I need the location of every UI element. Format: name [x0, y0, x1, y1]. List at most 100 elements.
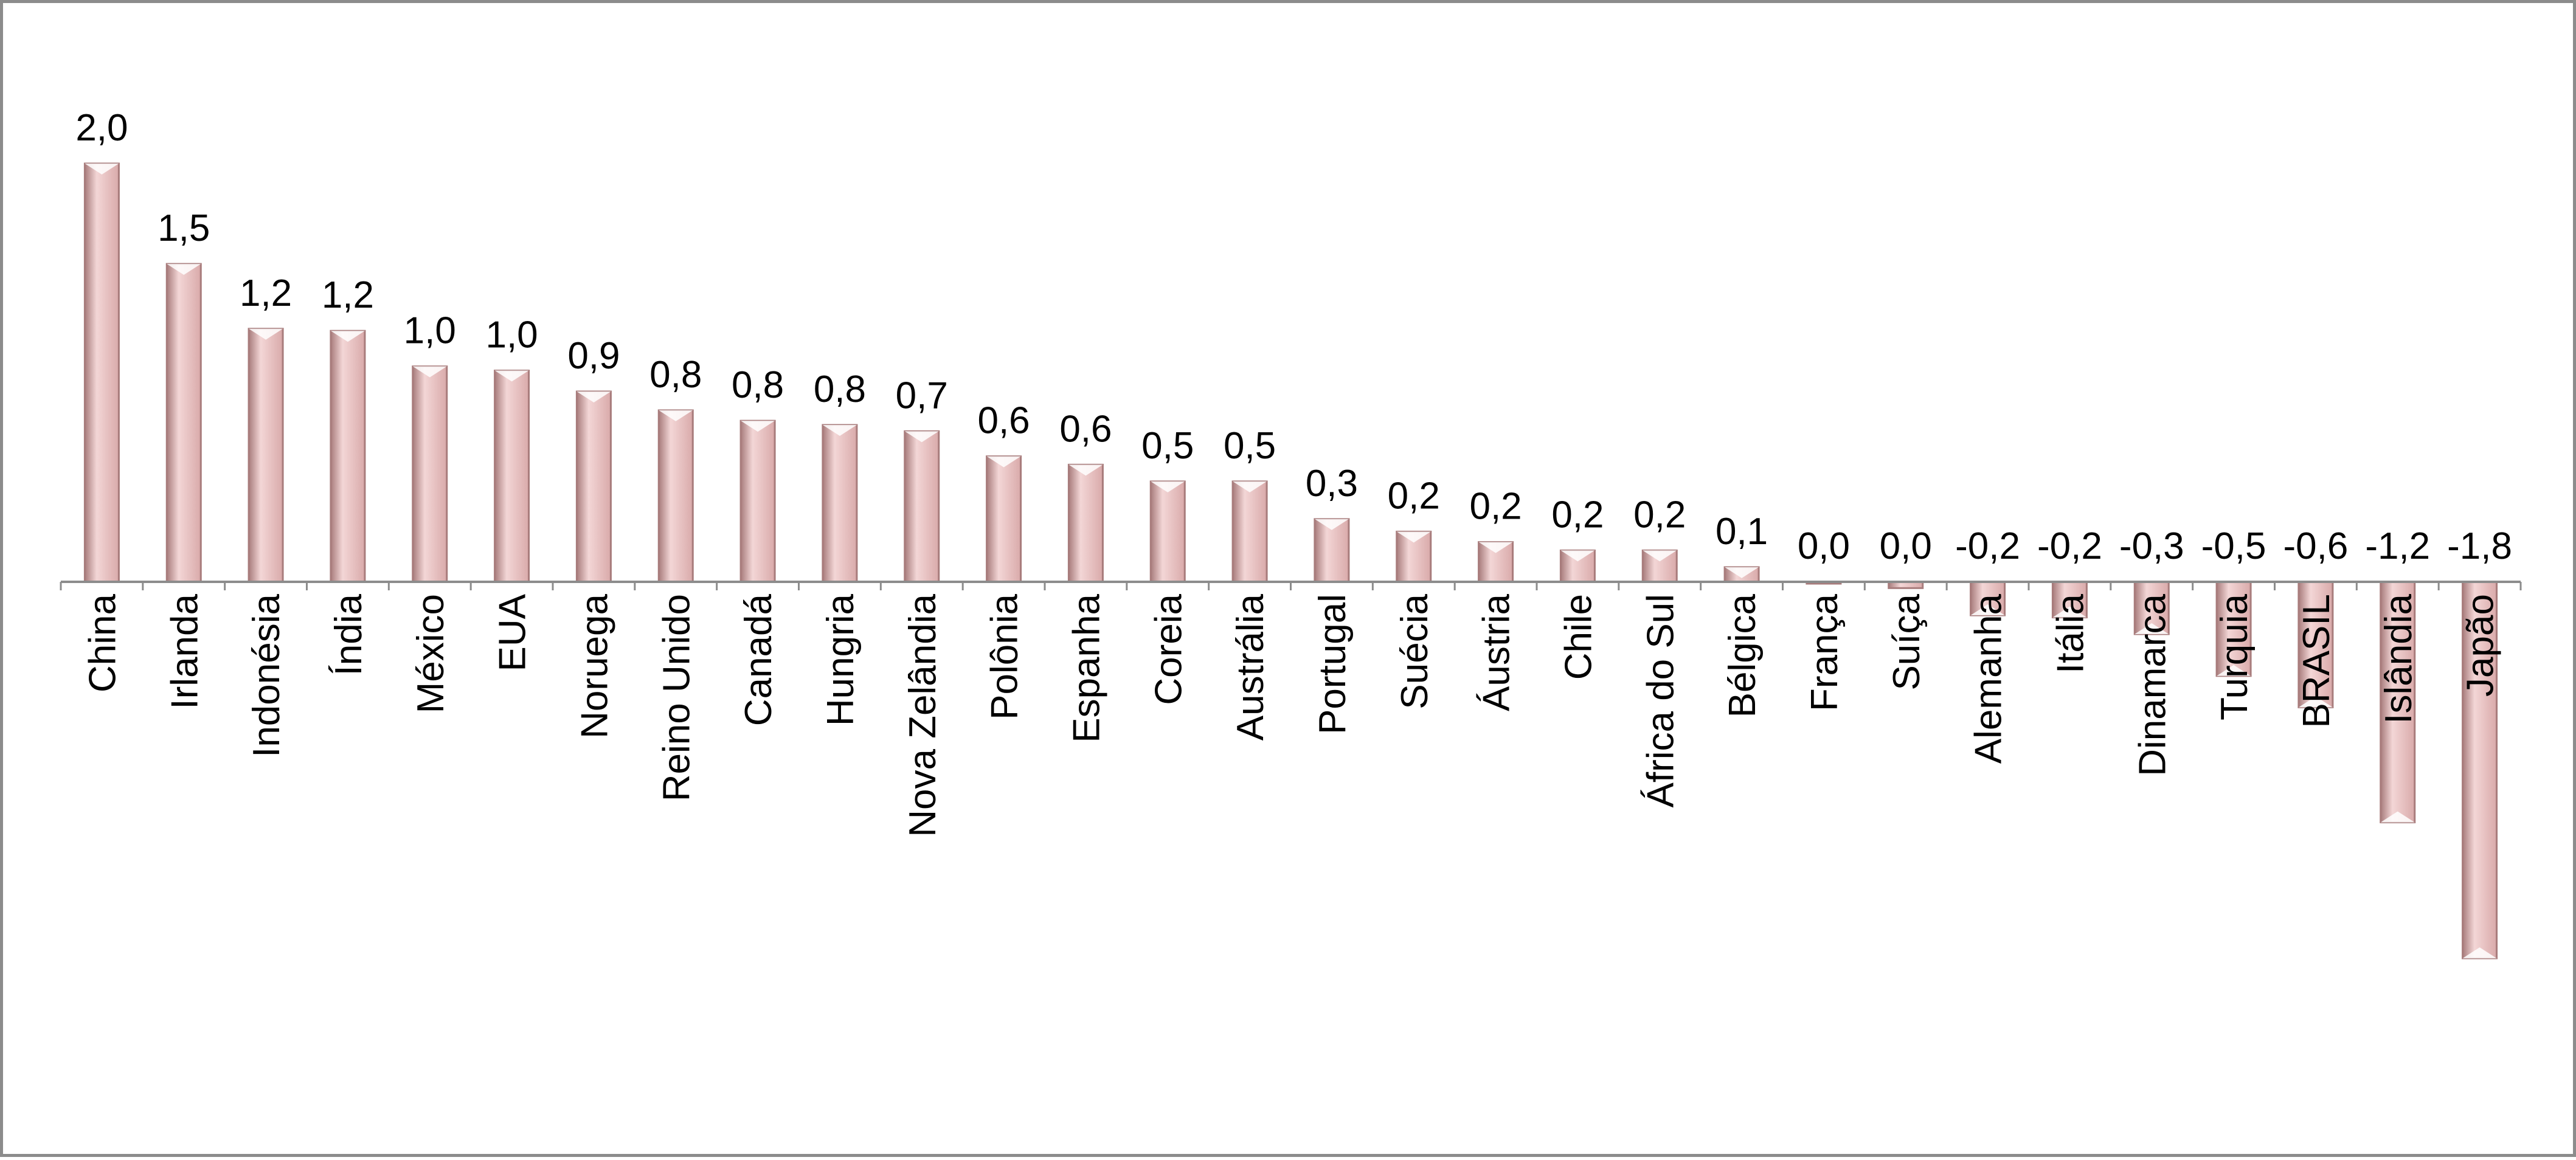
category-label: Áustria	[1476, 593, 1518, 711]
bar-cap	[2462, 947, 2497, 959]
category-label: China	[81, 593, 123, 692]
bar-canadá	[739, 419, 776, 583]
data-label: 0,5	[1224, 425, 1276, 467]
bar-cap	[904, 431, 939, 443]
bar-cap	[1314, 519, 1349, 530]
bar-cap	[576, 391, 611, 402]
category-label: Portugal	[1312, 594, 1354, 734]
category-label: Espanha	[1065, 593, 1107, 742]
data-label: -0,2	[2037, 525, 2102, 567]
data-label: 1,2	[322, 274, 374, 316]
category-label: Turquia	[2214, 593, 2256, 720]
category-label: Japão	[2460, 594, 2502, 697]
bar-cap	[659, 410, 693, 421]
data-labels: 2,0 1,5 1,2 1,2 1,0 1,0 0,9 0,8 0,8 0,8 0,7 0,6 0,6 0…	[75, 107, 2512, 567]
bar-índia	[330, 330, 366, 583]
bar-cap	[1068, 464, 1103, 476]
data-label: 1,5	[158, 207, 210, 249]
data-label: 0,5	[1141, 425, 1194, 467]
category-label: Dinamarca	[2131, 593, 2173, 776]
data-label: 0,8	[732, 364, 784, 406]
data-label: 2,0	[75, 107, 128, 149]
bar-polônia	[986, 455, 1022, 583]
category-label: Canadá	[738, 593, 780, 726]
bar-cap	[1396, 531, 1431, 543]
category-label: Irlanda	[164, 593, 206, 709]
bar-méxico	[412, 365, 448, 583]
bar-cap	[167, 264, 201, 275]
bar-reino-unido	[657, 409, 694, 583]
bar-austrália	[1231, 480, 1268, 583]
data-label: 0,2	[1633, 494, 1686, 536]
data-label: 1,0	[404, 310, 456, 352]
bar-noruega	[575, 390, 612, 583]
data-label: 0,3	[1306, 463, 1358, 505]
category-label: Polônia	[984, 593, 1026, 719]
data-label: 0,1	[1716, 511, 1768, 553]
data-label: 0,9	[567, 335, 620, 377]
data-label: 0,7	[896, 375, 948, 416]
data-label: 1,0	[485, 314, 538, 356]
data-label: -0,3	[2119, 525, 2184, 567]
data-label: 0,6	[1059, 408, 1112, 450]
bar-cap	[85, 164, 119, 174]
bar-cap	[1151, 481, 1185, 492]
data-label: -1,8	[2447, 525, 2512, 567]
data-label: 0,8	[814, 368, 866, 410]
bar-cap	[2380, 811, 2415, 823]
data-label: 0,8	[649, 354, 702, 396]
category-label: Alemanha	[1968, 593, 2010, 764]
bar-irlanda	[165, 263, 202, 583]
category-label: Indonésia	[246, 593, 288, 757]
bar-cap	[1725, 567, 1759, 578]
bar-chile	[1559, 549, 1596, 583]
data-label: -0,5	[2201, 525, 2266, 567]
bar-cap	[2052, 606, 2087, 618]
bar-cap	[1233, 481, 1267, 492]
data-label: 0,0	[1798, 525, 1850, 567]
bar-eua	[494, 370, 530, 583]
bar-turquia	[2215, 581, 2252, 677]
category-label: Austrália	[1230, 593, 1272, 741]
category-label: EUA	[492, 593, 534, 671]
bar-cap	[1478, 542, 1513, 553]
bar-chart: 2,0 1,5 1,2 1,2 1,0 1,0 0,9 0,8 0,8 0,8 0,7 0,6 0,6 0…	[60, 107, 2522, 959]
category-label: BRASIL	[2296, 594, 2338, 728]
category-label: Islândia	[2378, 593, 2420, 723]
bar-hungria	[822, 424, 858, 583]
data-label: -0,2	[1955, 525, 2020, 567]
data-label: 0,2	[1551, 494, 1604, 536]
bar-cap	[986, 456, 1021, 468]
category-labels: China Irlanda Indonésia Índia México EUA Norue…	[81, 593, 2501, 837]
data-label: 0,2	[1469, 486, 1522, 528]
x-axis-ticks	[60, 582, 2522, 590]
bar-cap	[249, 328, 283, 340]
bar-cap	[1560, 550, 1595, 562]
bar-coreia	[1149, 480, 1186, 583]
category-label: Itália	[2049, 593, 2091, 673]
data-label: 0,2	[1388, 475, 1440, 517]
category-label: México	[410, 594, 452, 713]
bars-layer	[83, 162, 2498, 959]
bar-nova-zelândia	[904, 430, 940, 583]
category-label: Noruega	[573, 593, 615, 738]
category-label: Índia	[328, 593, 370, 675]
category-label: Reino Unido	[656, 594, 698, 801]
category-label: África do Sul	[1639, 594, 1681, 808]
category-label: Nova Zelândia	[902, 593, 944, 837]
bar-cap	[741, 421, 775, 432]
bar-china	[83, 162, 120, 583]
bar-espanha	[1067, 463, 1104, 583]
bar-cap	[2298, 696, 2333, 708]
bar-cap	[494, 370, 529, 382]
bar-cap	[330, 331, 365, 342]
data-label: -1,2	[2365, 525, 2430, 567]
bar-cap	[2217, 665, 2251, 676]
bar-cap	[1643, 550, 1677, 562]
data-label: 0,6	[977, 400, 1030, 442]
bar-cap	[412, 366, 447, 378]
category-label: Suécia	[1394, 593, 1436, 709]
bar-indonésia	[248, 328, 284, 583]
bar-cap	[2135, 623, 2169, 634]
